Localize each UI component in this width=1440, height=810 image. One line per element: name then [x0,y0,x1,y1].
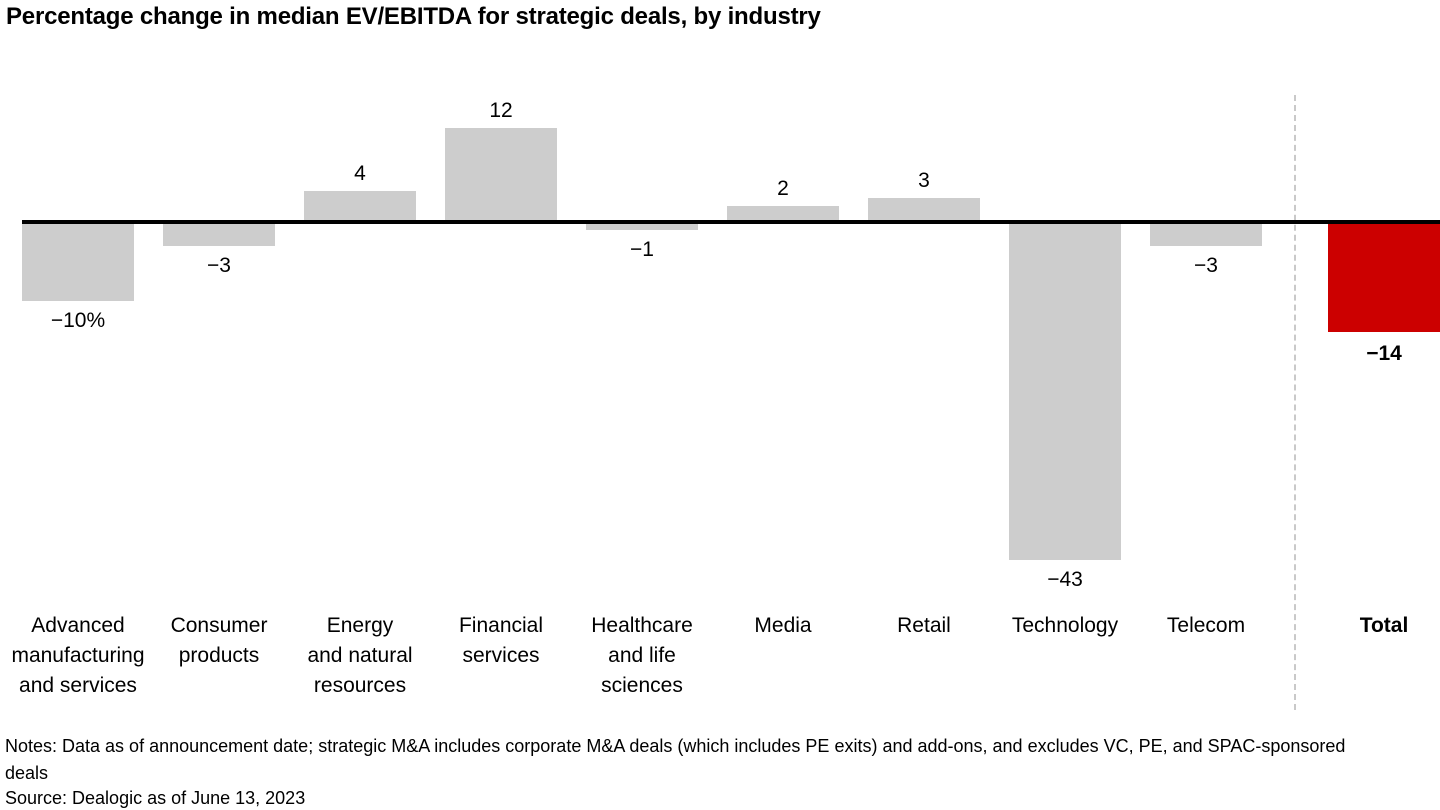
value-label-telecom: −3 [1194,254,1218,277]
value-label-total: −14 [1366,342,1402,365]
category-label-media: Media [754,614,812,637]
category-label-consumer-products: Consumer products [170,614,268,667]
bar-consumer-products [163,222,275,246]
total-divider-dashed-line [1294,95,1296,710]
category-label-retail: Retail [897,614,951,637]
category-label-telecom: Telecom [1166,614,1246,637]
category-label-total: Total [1359,614,1409,637]
category-label-technology: Technology [1011,614,1119,637]
category-label-advanced-manufacturing-and-services: Advanced manufacturing and services [11,614,145,697]
category-label-financial-services: Financial services [458,614,544,667]
page-title: Percentage change in median EV/EBITDA fo… [6,3,821,30]
bar-healthcare-and-life-sciences [586,222,698,230]
value-label-technology: −43 [1047,568,1083,591]
zero-baseline-axis [22,220,1440,224]
value-label-consumer-products: −3 [207,254,231,277]
bar-media [727,206,839,222]
bar-financial-services [445,128,557,222]
chart-source: Source: Dealogic as of June 13, 2023 [5,788,306,808]
bar-retail [868,198,980,222]
value-label-healthcare-and-life-sciences: −1 [630,238,654,261]
value-label-financial-services: 12 [489,99,513,122]
bar-energy-and-natural-resources [304,191,416,222]
bar-telecom [1150,222,1262,246]
bar-technology [1009,222,1121,560]
chart-notes: Notes: Data as of announcement date; str… [5,736,1346,783]
bar-total [1328,222,1440,332]
category-label-healthcare-and-life-sciences: Healthcare and life sciences [591,614,693,697]
value-label-retail: 3 [918,169,930,192]
category-label-energy-and-natural-resources: Energy and natural resources [307,614,413,697]
value-label-advanced-manufacturing-and-services: −10% [50,309,106,332]
value-label-energy-and-natural-resources: 4 [354,162,366,185]
value-label-media: 2 [777,177,789,200]
bar-advanced-manufacturing-and-services [22,222,134,301]
